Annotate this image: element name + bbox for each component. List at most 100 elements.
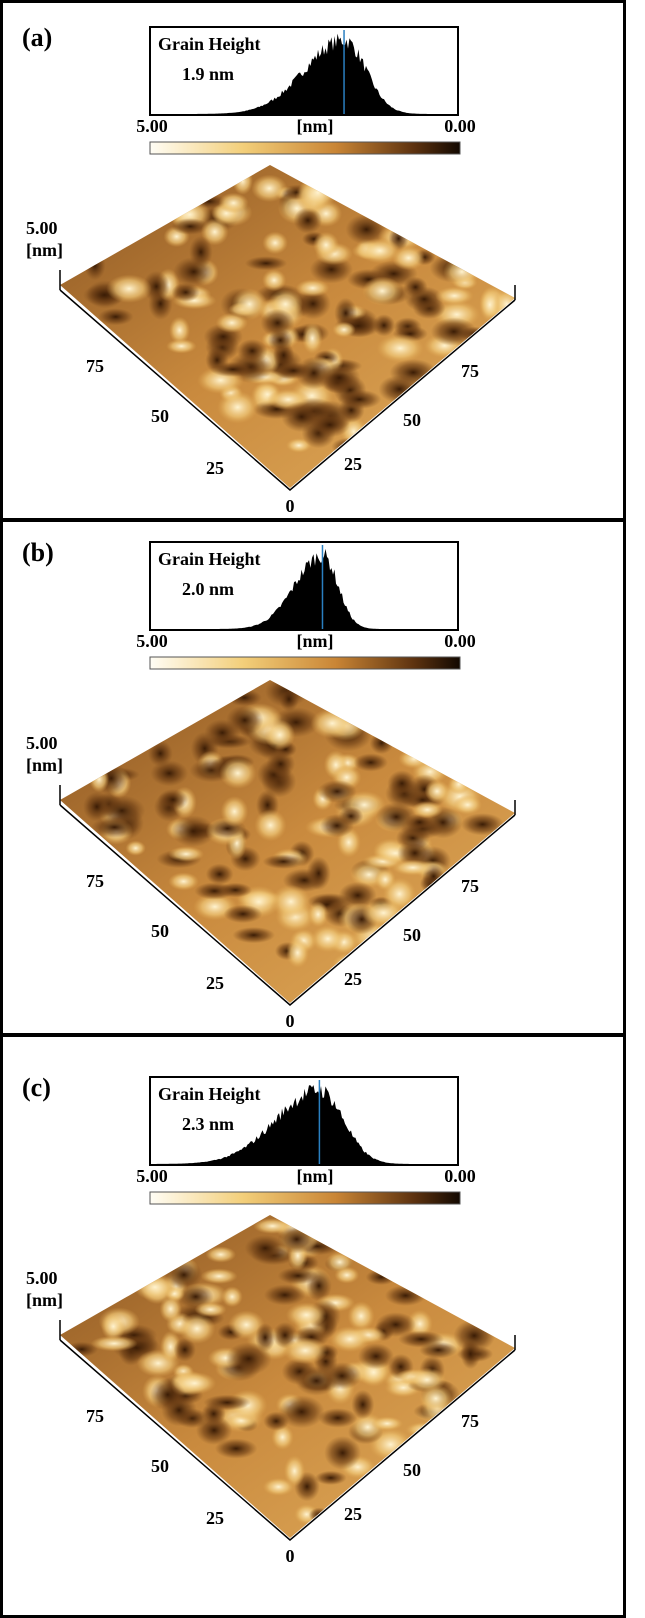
surface-feature	[373, 314, 395, 336]
surface-feature	[251, 175, 287, 203]
surface-feature	[274, 362, 313, 379]
axis-tick-label: 25	[344, 1504, 362, 1524]
surface-feature	[479, 288, 500, 322]
surface-feature	[217, 391, 258, 424]
surface-feature	[125, 841, 145, 856]
surface-feature	[262, 269, 286, 291]
surface-feature	[295, 1366, 338, 1395]
surface-feature	[376, 802, 417, 831]
surface-feature	[168, 872, 199, 890]
surface-feature	[405, 1422, 443, 1438]
surface-feature	[201, 1268, 238, 1284]
surface-feature	[362, 276, 402, 305]
surface-feature	[309, 412, 350, 437]
scale-unit: [nm]	[297, 116, 334, 136]
axis-tick-label: 75	[461, 1411, 479, 1431]
surface-feature	[218, 193, 248, 214]
axis-tick-label: 75	[461, 876, 479, 896]
surface-feature	[298, 176, 337, 209]
surface-feature	[264, 1284, 306, 1305]
axis-tick-label: 50	[403, 410, 421, 430]
surface-feature	[134, 1274, 176, 1301]
surface-feature	[206, 864, 234, 885]
surface-feature	[448, 774, 470, 794]
origin-label: 0	[286, 496, 295, 516]
surface-feature	[168, 846, 204, 862]
surface-feature	[253, 1218, 292, 1234]
surface-feature	[106, 275, 152, 303]
surface-feature	[443, 257, 480, 286]
surface-feature	[148, 740, 173, 767]
inset-value: 2.3 nm	[182, 1114, 234, 1134]
surface-feature	[353, 753, 388, 771]
surface-feature	[419, 1385, 452, 1413]
surface-feature	[89, 766, 109, 792]
z-unit: [nm]	[26, 240, 63, 260]
surface-feature	[392, 246, 425, 271]
surface-feature	[431, 317, 477, 345]
surface-feature	[419, 1342, 457, 1359]
surface-feature	[460, 1338, 480, 1369]
surface-feature	[392, 860, 434, 876]
surface-feature	[461, 813, 504, 835]
surface-feature	[254, 809, 286, 841]
panel-label: (a)	[22, 23, 52, 52]
scale-right: 0.00	[444, 1166, 476, 1186]
axis-tick-label: 75	[461, 361, 479, 381]
z-max: 5.00	[26, 218, 58, 238]
surface-feature	[435, 287, 474, 305]
scale-right: 0.00	[444, 116, 476, 136]
axis-tick-label: 25	[206, 973, 224, 993]
surface-feature	[219, 757, 256, 789]
surface-feature	[226, 1342, 272, 1375]
surface-feature	[351, 1390, 374, 1419]
surface-feature	[403, 277, 427, 298]
inset-title: Grain Height	[158, 34, 261, 54]
inset-value: 2.0 nm	[182, 579, 234, 599]
scale-right: 0.00	[444, 631, 476, 651]
surface-feature	[313, 232, 339, 258]
surface-feature	[206, 1246, 237, 1262]
surface-feature	[318, 1408, 357, 1428]
inset-title: Grain Height	[158, 1084, 261, 1104]
scale-unit: [nm]	[297, 1166, 334, 1186]
surface-feature	[376, 1312, 416, 1337]
surface-feature	[216, 313, 248, 333]
axis-tick-label: 25	[206, 458, 224, 478]
surface-feature	[398, 749, 430, 769]
surface-feature	[219, 883, 252, 898]
surface-feature	[311, 708, 354, 738]
surface-feature	[173, 1372, 216, 1395]
surface-feature	[311, 925, 344, 952]
surface-feature	[279, 687, 299, 712]
surface-feature	[169, 317, 190, 344]
surface-feature	[158, 789, 188, 811]
axis-tick-label: 25	[344, 969, 362, 989]
surface-feature	[371, 1416, 403, 1430]
surface-feature	[245, 256, 287, 270]
surface-feature	[91, 817, 138, 838]
surface-feature	[320, 814, 354, 837]
axis-tick-label: 25	[344, 454, 362, 474]
surface-feature	[221, 796, 249, 827]
surface-feature	[262, 231, 288, 254]
color-bar	[150, 657, 460, 669]
surface-feature	[286, 1302, 327, 1327]
scale-left: 5.00	[136, 1166, 168, 1186]
surface-feature	[366, 1269, 397, 1285]
z-max: 5.00	[26, 1268, 58, 1288]
panel-label: (b)	[22, 538, 54, 567]
color-bar	[150, 1192, 460, 1204]
scale-left: 5.00	[136, 116, 168, 136]
surface-feature	[385, 1285, 426, 1306]
surface-feature	[453, 795, 482, 815]
axis-tick-label: 25	[206, 1508, 224, 1528]
inset-title: Grain Height	[158, 549, 261, 569]
surface-feature	[317, 780, 356, 803]
surface-feature	[279, 1395, 325, 1428]
surface-feature	[101, 1312, 126, 1340]
surface-feature	[425, 780, 450, 803]
z-max: 5.00	[26, 733, 58, 753]
surface-feature	[224, 905, 263, 923]
